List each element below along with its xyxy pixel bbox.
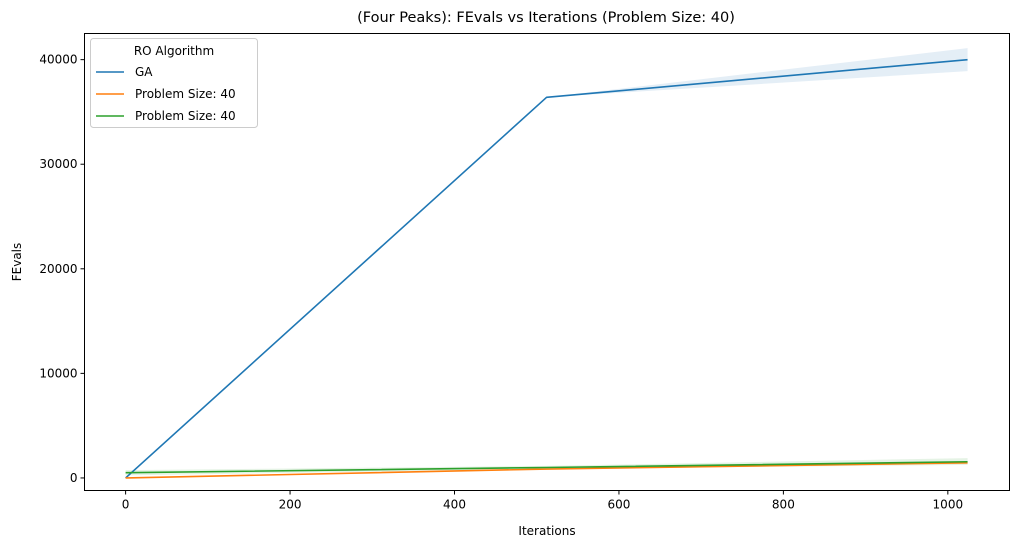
legend-title: RO Algorithm <box>134 44 214 58</box>
series-line-1 <box>125 58 968 479</box>
legend-entries: GA Problem Size: 40 Problem Size: 40 <box>96 65 236 123</box>
x-tick-label: 1000 <box>933 498 964 512</box>
y-axis-ticks: 0 10000 20000 30000 40000 <box>39 53 85 485</box>
y-tick-label: 40000 <box>39 53 77 67</box>
legend-label-1: GA <box>135 65 153 79</box>
x-tick-label: 600 <box>607 498 630 512</box>
plot-area-frame <box>84 33 1010 491</box>
series-lines <box>125 58 968 479</box>
x-tick-label: 200 <box>279 498 302 512</box>
x-axis-ticks: 0 200 400 600 800 1000 <box>122 490 964 512</box>
y-axis-label: FEvals <box>10 243 24 282</box>
x-tick-label: 400 <box>443 498 466 512</box>
legend-label-3: Problem Size: 40 <box>135 109 236 123</box>
y-tick-label: 20000 <box>39 262 77 276</box>
x-tick-label: 800 <box>772 498 795 512</box>
y-tick-label: 10000 <box>39 366 77 380</box>
legend-label-2: Problem Size: 40 <box>135 87 236 101</box>
y-tick-label: 0 <box>70 471 78 485</box>
y-tick-label: 30000 <box>39 157 77 171</box>
legend: RO Algorithm GA Problem Size: 40 Problem S… <box>90 38 258 128</box>
series-line-2 <box>125 461 968 479</box>
x-tick-label: 0 <box>122 498 130 512</box>
series-line-3 <box>125 460 968 474</box>
chart-title: (Four Peaks): FEvals vs Iterations (Prob… <box>357 10 735 26</box>
legend-box <box>90 38 258 128</box>
x-axis-label: Iterations <box>518 524 575 538</box>
